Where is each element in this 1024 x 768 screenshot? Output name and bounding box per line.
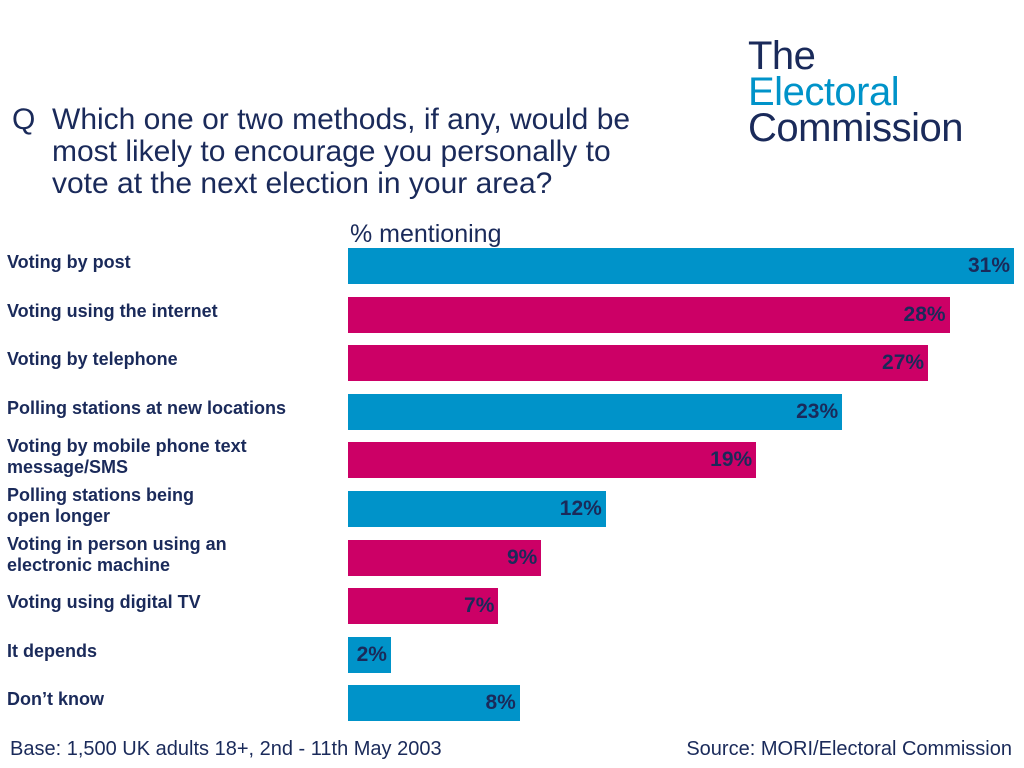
category-label: Voting by post [7, 252, 367, 273]
question-line: most likely to encourage you personally … [52, 135, 611, 168]
axis-caption: % mentioning [350, 220, 502, 248]
bar: 19% [348, 442, 757, 479]
category-label: Voting using the internet [7, 301, 367, 322]
bar: 27% [348, 345, 929, 382]
question-line: vote at the next election in your area? [52, 167, 553, 200]
category-label-line: electronic machine [7, 554, 171, 575]
bar: 2% [348, 636, 391, 673]
bar-value-label: 8% [485, 691, 516, 715]
footer-source: Source: MORI/Electoral Commission [686, 738, 1012, 760]
category-label-line: message/SMS [7, 457, 129, 478]
bar-value-label: 23% [796, 399, 839, 423]
question-marker: Q [12, 103, 36, 136]
logo-line-electoral: Electoral [748, 70, 900, 114]
bar: 12% [348, 491, 606, 527]
category-label-line: Voting by telephone [7, 349, 178, 370]
category-label-line: Polling stations being [7, 485, 195, 505]
bar-value-label: 12% [559, 497, 602, 520]
category-label-line: Voting using digital TV [7, 592, 201, 613]
category-label: Polling stations at new locations [7, 398, 367, 419]
category-label-line: open longer [7, 506, 110, 526]
category-label: Voting by telephone [7, 349, 367, 370]
category-label-line: Voting by mobile phone text [7, 436, 247, 457]
bar-value-label: 9% [506, 545, 538, 569]
bar-value-label: 2% [356, 642, 387, 666]
bar: 23% [348, 393, 843, 430]
category-label: Don’t know [7, 689, 367, 710]
logo-line-the: The [748, 34, 816, 78]
category-label: Voting using digital TV [7, 592, 367, 613]
logo-line-commission: Commission [748, 106, 964, 150]
bar: 28% [348, 296, 950, 333]
bar-value-label: 19% [710, 448, 753, 472]
bar: 31% [348, 248, 1014, 284]
bar-value-label: 27% [882, 351, 925, 375]
category-label-line: It depends [7, 640, 98, 661]
category-label-line: Voting in person using an [7, 533, 227, 554]
category-label-line: Polling stations at new locations [7, 397, 287, 418]
bar: 9% [348, 539, 542, 576]
category-label: Voting by mobile phone text message/SMS [7, 436, 367, 478]
category-label-line: Don’t know [7, 689, 104, 710]
category-label: Polling stations being open longer [7, 485, 367, 527]
category-label: It depends [7, 641, 367, 662]
category-label: Voting in person using an electronic mach… [7, 534, 367, 576]
question-line: Which one or two methods, if any, would … [52, 103, 631, 136]
bar: 8% [348, 685, 520, 722]
bar: 7% [348, 588, 499, 625]
footer-base: Base: 1,500 UK adults 18+, 2nd - 11th Ma… [10, 738, 442, 760]
electoral-commission-logo: The Electoral Commission [748, 34, 964, 150]
category-label-line: Voting using the internet [7, 300, 218, 321]
bar-value-label: 31% [967, 254, 1010, 277]
bar-value-label: 7% [464, 594, 495, 618]
bar-value-label: 28% [903, 302, 946, 326]
category-label-line: Voting by post [7, 252, 131, 272]
question-text: Which one or two methods, if any, would … [52, 104, 732, 200]
